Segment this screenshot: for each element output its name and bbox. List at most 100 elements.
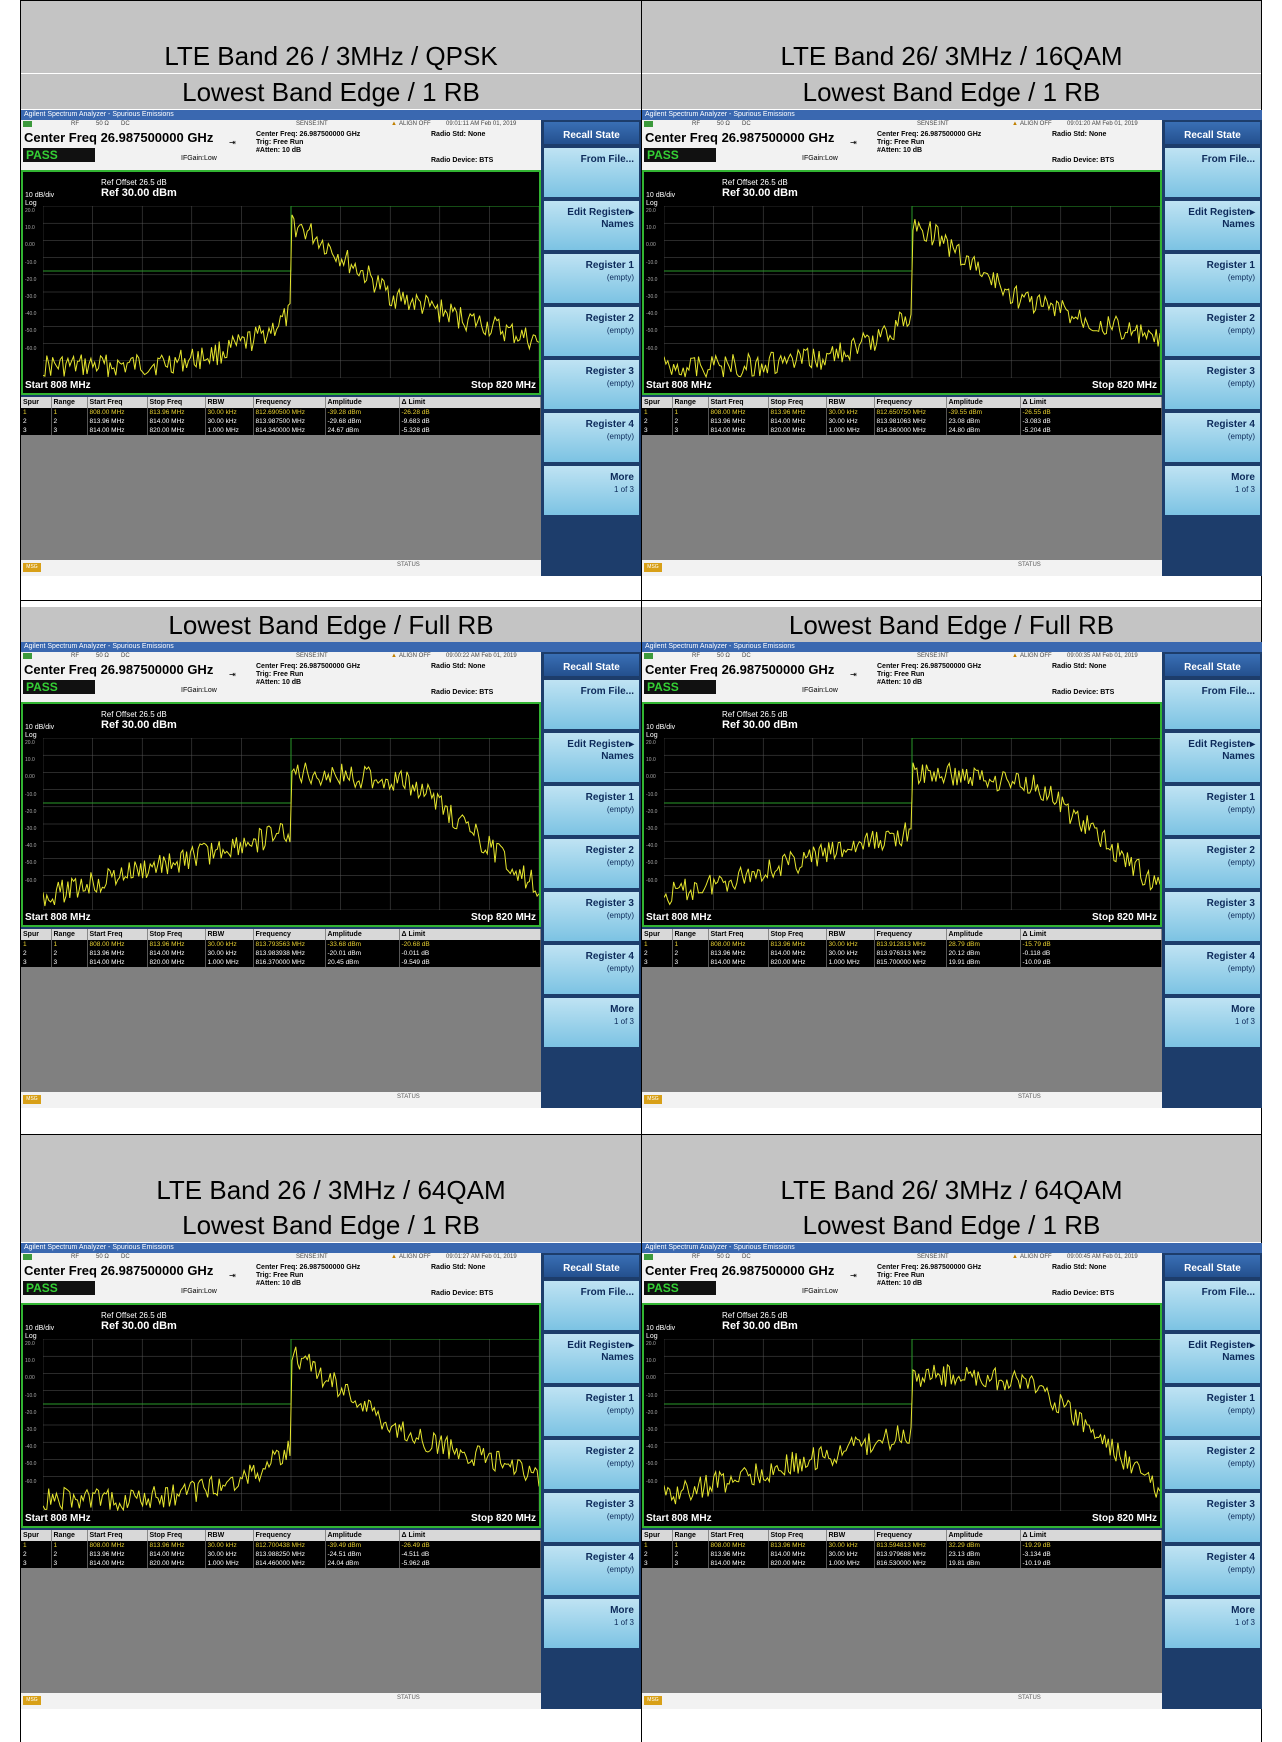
table-row[interactable]: 1 1 808.00 MHz 813.96 MHz 30.00 kHz 813.91281… (642, 940, 1162, 949)
edit-register-names-button[interactable]: Edit Register▸ Names (544, 201, 639, 250)
edit-register-names-button[interactable]: Edit Register▸ Names (1165, 201, 1260, 250)
register-4-button[interactable]: Register 4 (empty) (1165, 413, 1260, 462)
register-2-button[interactable]: Register 2 (empty) (1165, 307, 1260, 356)
table-row[interactable]: 3 3 814.00 MHz 820.00 MHz 1.000 MHz 815.70000… (642, 958, 1162, 967)
setup-summary: Center Freq: 26.987500000 GHz Trig: Free … (877, 1264, 982, 1287)
register-3-button[interactable]: Register 3 (empty) (544, 360, 639, 409)
register-4-button[interactable]: Register 4 (empty) (1165, 945, 1260, 994)
register-2-button[interactable]: Register 2 (empty) (544, 307, 639, 356)
register-1-button[interactable]: Register 1 (empty) (1165, 254, 1260, 303)
register-3-button[interactable]: Register 3 (empty) (1165, 892, 1260, 941)
register-1-button[interactable]: Register 1 (empty) (544, 1387, 639, 1436)
status-row: RF 50 Ω DC SENSE:INT ▲ ALIGN OFF 09:01:2… (642, 120, 1162, 128)
table-cell: -24.51 dBm (325, 1550, 400, 1559)
more-button[interactable]: More 1 of 3 (1165, 466, 1260, 515)
spectrum-plot[interactable]: Ref Offset 26.5 dB Ref 30.00 dBm 10 dB/d… (642, 170, 1162, 395)
table-row[interactable]: 1 1 808.00 MHz 813.96 MHz 30.00 kHz 812.69050… (21, 408, 541, 417)
setup-summary: Center Freq: 26.987500000 GHz Trig: Free … (256, 663, 361, 686)
register-3-button[interactable]: Register 3 (empty) (544, 1493, 639, 1542)
register-3-button[interactable]: Register 3 (empty) (1165, 360, 1260, 409)
spectrum-plot[interactable]: Ref Offset 26.5 dB Ref 30.00 dBm 10 dB/d… (642, 1303, 1162, 1528)
center-frequency[interactable]: Center Freq 26.987500000 GHz (645, 130, 835, 145)
register-2-button[interactable]: Register 2 (empty) (544, 839, 639, 888)
register-2-button[interactable]: Register 2 (empty) (1165, 839, 1260, 888)
from-file-button[interactable]: From File... (1165, 148, 1260, 197)
register-2-button[interactable]: Register 2 (empty) (1165, 1440, 1260, 1489)
table-cell: 814.00 MHz (87, 426, 148, 435)
center-frequency[interactable]: Center Freq 26.987500000 GHz (645, 1263, 835, 1278)
from-file-button[interactable]: From File... (544, 148, 639, 197)
more-button[interactable]: More 1 of 3 (544, 1599, 639, 1648)
rf-label: RF (71, 1254, 79, 1260)
table-row[interactable]: 1 1 808.00 MHz 813.96 MHz 30.00 kHz 813.59481… (642, 1541, 1162, 1550)
table-row[interactable]: 3 3 814.00 MHz 820.00 MHz 1.000 MHz 814.46000… (21, 1559, 541, 1568)
from-file-button[interactable]: From File... (1165, 680, 1260, 729)
table-row[interactable]: 3 3 814.00 MHz 820.00 MHz 1.000 MHz 814.34000… (21, 426, 541, 435)
radio-device: Radio Device: BTS (1052, 689, 1115, 696)
table-row[interactable]: 3 3 814.00 MHz 820.00 MHz 1.000 MHz 816.53000… (642, 1559, 1162, 1568)
table-row[interactable]: 3 3 814.00 MHz 820.00 MHz 1.000 MHz 814.36000… (642, 426, 1162, 435)
from-file-button[interactable]: From File... (544, 680, 639, 729)
center-frequency[interactable]: Center Freq 26.987500000 GHz (24, 662, 214, 677)
table-cell: 3 (51, 1559, 88, 1568)
table-cell: 814.00 MHz (768, 1550, 827, 1559)
center-frequency[interactable]: Center Freq 26.987500000 GHz (24, 1263, 214, 1278)
table-cell: 814.00 MHz (87, 958, 148, 967)
from-file-button[interactable]: From File... (1165, 1281, 1260, 1330)
y-tick-label: 0.00 (25, 774, 35, 781)
table-cell: 812.700438 MHz (253, 1541, 326, 1550)
column-header: Amplitude (325, 397, 400, 408)
table-row[interactable]: 2 2 813.96 MHz 814.00 MHz 30.00 kHz 813.98393… (21, 949, 541, 958)
register-1-button[interactable]: Register 1 (empty) (544, 254, 639, 303)
table-cell: 808.00 MHz (708, 940, 769, 949)
warning-icon: ▲ (391, 653, 397, 659)
table-cell: 3 (21, 1559, 52, 1568)
log-scale-label: Log (646, 200, 658, 207)
table-row[interactable]: 2 2 813.96 MHz 814.00 MHz 30.00 kHz 813.97631… (642, 949, 1162, 958)
column-header: Stop Freq (147, 929, 206, 940)
edit-register-names-button[interactable]: Edit Register▸ Names (544, 733, 639, 782)
more-button[interactable]: More 1 of 3 (544, 998, 639, 1047)
edit-register-names-button[interactable]: Edit Register▸ Names (544, 1334, 639, 1383)
message-bar: MSG STATUS (642, 1693, 1162, 1709)
table-cell: 1 (51, 408, 88, 417)
table-row[interactable]: 2 2 813.96 MHz 814.00 MHz 30.00 kHz 813.98106… (642, 417, 1162, 426)
register-4-button[interactable]: Register 4 (empty) (544, 1546, 639, 1595)
register-3-button[interactable]: Register 3 (empty) (544, 892, 639, 941)
more-button[interactable]: More 1 of 3 (1165, 998, 1260, 1047)
y-tick-label: 20.0 (25, 740, 35, 746)
table-cell: -10.19 dB (1020, 1559, 1162, 1568)
spectrum-plot[interactable]: Ref Offset 26.5 dB Ref 30.00 dBm 10 dB/d… (21, 170, 541, 395)
table-row[interactable]: 1 1 808.00 MHz 813.96 MHz 30.00 kHz 812.70043… (21, 1541, 541, 1550)
spectrum-plot[interactable]: Ref Offset 26.5 dB Ref 30.00 dBm 10 dB/d… (21, 702, 541, 927)
table-header-row: Spur Range Start Freq Stop Freq RBW Frequency… (21, 397, 541, 408)
measurement-info: Center Freq 26.987500000 GHz PASS ⇥ Cent… (21, 660, 541, 702)
edit-register-names-button[interactable]: Edit Register▸ Names (1165, 1334, 1260, 1383)
register-4-button[interactable]: Register 4 (empty) (544, 413, 639, 462)
register-4-button[interactable]: Register 4 (empty) (1165, 1546, 1260, 1595)
more-button[interactable]: More 1 of 3 (1165, 1599, 1260, 1648)
table-row[interactable]: 1 1 808.00 MHz 813.96 MHz 30.00 kHz 812.65075… (642, 408, 1162, 417)
table-row[interactable]: 1 1 808.00 MHz 813.96 MHz 30.00 kHz 813.79356… (21, 940, 541, 949)
softkey-panel: Recall State From File... Edit Register▸… (542, 120, 641, 560)
from-file-button[interactable]: From File... (544, 1281, 639, 1330)
register-2-button[interactable]: Register 2 (empty) (544, 1440, 639, 1489)
register-1-button[interactable]: Register 1 (empty) (1165, 1387, 1260, 1436)
center-frequency[interactable]: Center Freq 26.987500000 GHz (24, 130, 214, 145)
table-row[interactable]: 3 3 814.00 MHz 820.00 MHz 1.000 MHz 816.37000… (21, 958, 541, 967)
center-frequency[interactable]: Center Freq 26.987500000 GHz (645, 662, 835, 677)
table-row[interactable]: 2 2 813.96 MHz 814.00 MHz 30.00 kHz 813.97968… (642, 1550, 1162, 1559)
register-4-button[interactable]: Register 4 (empty) (544, 945, 639, 994)
table-row[interactable]: 2 2 813.96 MHz 814.00 MHz 30.00 kHz 813.98825… (21, 1550, 541, 1559)
table-row[interactable]: 2 2 813.96 MHz 814.00 MHz 30.00 kHz 813.98750… (21, 417, 541, 426)
spectrum-plot[interactable]: Ref Offset 26.5 dB Ref 30.00 dBm 10 dB/d… (642, 702, 1162, 927)
spectrum-plot[interactable]: Ref Offset 26.5 dB Ref 30.00 dBm 10 dB/d… (21, 1303, 541, 1528)
register-3-button[interactable]: Register 3 (empty) (1165, 1493, 1260, 1542)
edit-register-names-button[interactable]: Edit Register▸ Names (1165, 733, 1260, 782)
more-button[interactable]: More 1 of 3 (544, 466, 639, 515)
y-tick-label: -60.0 (25, 877, 37, 884)
register-1-button[interactable]: Register 1 (empty) (544, 786, 639, 835)
setup-summary: Center Freq: 26.987500000 GHz Trig: Free … (256, 1264, 361, 1287)
register-1-button[interactable]: Register 1 (empty) (1165, 786, 1260, 835)
start-frequency: Start 808 MHz (646, 380, 712, 391)
